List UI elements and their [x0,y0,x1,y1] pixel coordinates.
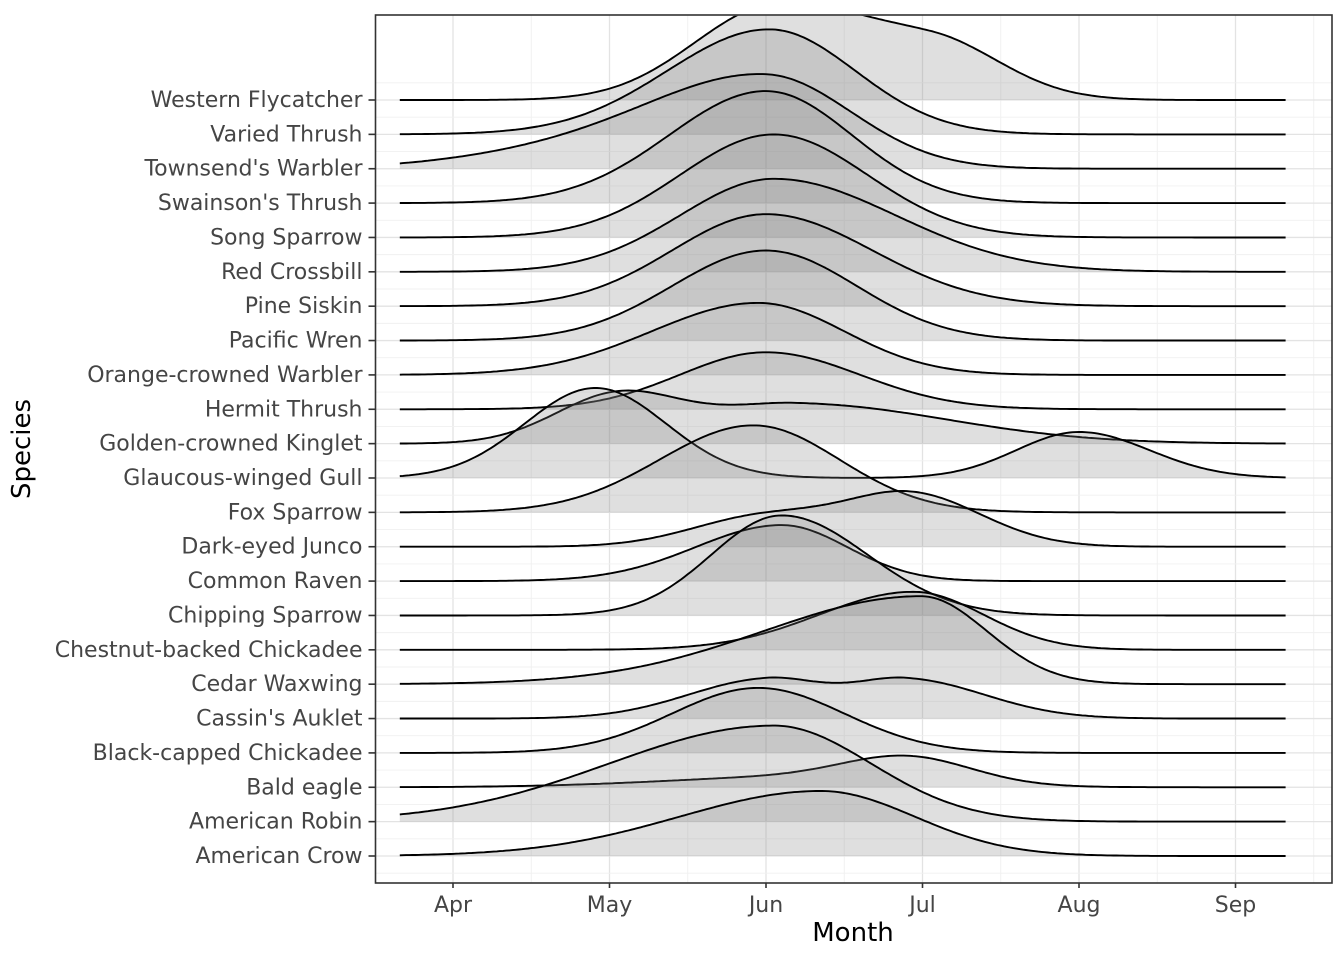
y-axis-label: Glaucous-winged Gull [123,466,362,491]
y-axis-label: Pacific Wren [229,329,363,354]
ridge-pine-siskin [399,213,1288,308]
axis-ticks [368,99,1237,888]
x-axis-label: Sep [1215,893,1256,918]
ridge-cedar-waxwing [399,595,1288,686]
ridge-chipping-sparrow [399,514,1288,617]
ridge-common-raven [399,524,1288,583]
y-axis-label: Bald eagle [246,775,362,800]
ridge-american-crow [399,790,1288,857]
y-axis-label: American Crow [195,844,362,869]
ridge-varied-thrush [399,28,1288,136]
y-axis-label: Song Sparrow [210,225,362,250]
ridge-swainson-s-thrush [399,90,1288,205]
ridge-cassin-s-auklet [399,676,1288,720]
ridge-pacific-wren [399,249,1288,342]
density-ridges [399,15,1288,857]
y-axis-title: Species [7,399,37,499]
ridge-red-crossbill [399,177,1288,273]
y-axis-label: Western Flycatcher [151,88,364,113]
y-axis-label: Orange-crowned Warbler [87,363,363,388]
gridlines [375,15,1332,883]
x-axis-label: Apr [434,893,473,918]
y-axis-label: Varied Thrush [210,122,362,147]
ridge-american-robin [399,724,1288,823]
y-axis-label: Black-capped Chickadee [93,741,363,766]
y-axis-tick-labels: Western Flycatcher Varied Thrush Townsend'… [55,88,364,869]
x-axis-label: Jun [747,893,783,918]
ridge-dark-eyed-junco [399,490,1288,548]
y-axis-label: Chestnut-backed Chickadee [55,638,363,663]
y-axis-label: Golden-crowned Kinglet [99,432,363,457]
y-axis-label: Chipping Sparrow [168,603,362,628]
plot-panel [375,15,1332,883]
x-axis-label: Aug [1058,893,1101,918]
y-axis-label: Common Raven [188,569,363,594]
y-axis-label: Cassin's Auklet [196,707,363,732]
ridge-black-capped-chickadee [399,686,1288,754]
ridge-townsend-s-warbler [399,73,1288,170]
y-axis-label: American Robin [189,810,362,835]
y-axis-label: Pine Siskin [245,294,363,319]
x-axis-title: Month [812,918,894,948]
ridge-glaucous-winged-gull [399,387,1288,479]
x-axis-tick-labels: Apr May Jun Jul Aug Sep [434,893,1256,918]
y-axis-label: Fox Sparrow [228,500,363,525]
ridge-fox-sparrow [399,424,1288,514]
x-axis-label: Jul [907,893,936,918]
ridge-orange-crowned-warbler [399,301,1288,376]
ridge-song-sparrow [399,133,1288,239]
y-axis-label: Cedar Waxwing [191,672,362,697]
panel-border [374,14,1333,884]
ridge-western-flycatcher [399,15,1288,101]
y-axis-label: Swainson's Thrush [158,191,363,216]
ridge-golden-crowned-kinglet [399,389,1288,445]
y-axis-label: Red Crossbill [221,260,362,285]
y-axis-label: Hermit Thrush [205,397,363,422]
y-axis-label: Townsend's Warbler [143,157,363,182]
y-axis-label: Dark-eyed Junco [181,535,362,560]
x-axis-label: May [587,893,632,918]
